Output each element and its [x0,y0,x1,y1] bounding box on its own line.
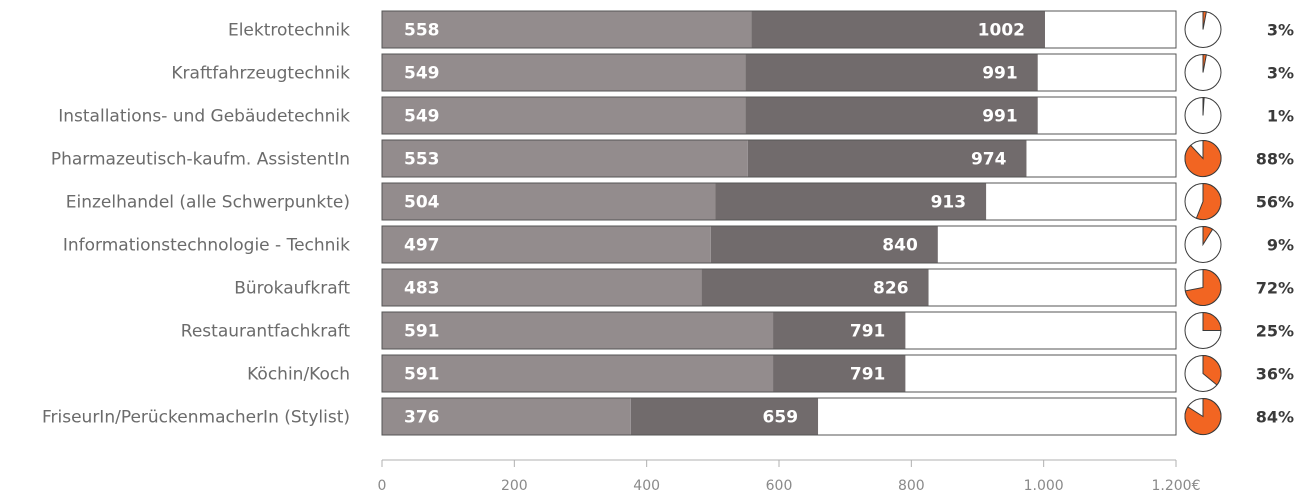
pie-percent-label: 9% [1267,236,1294,255]
value-label-1: 553 [404,150,440,170]
pie-slice [1202,96,1205,116]
value-label-2: 974 [971,150,1007,170]
bar-outline [381,311,1177,350]
pie-percent-label: 72% [1256,279,1294,298]
chart-row: Elektrotechnik 558 1002 3% [228,10,1294,49]
bar-segment-1 [382,312,774,349]
pie-slice [1184,397,1222,435]
value-label-2: 840 [882,236,918,256]
value-label-2: 991 [982,64,1018,84]
bar-segment-2 [773,312,906,349]
pie-percent-label: 36% [1256,365,1294,384]
bar-outline [381,139,1177,178]
bar-segment-1 [382,355,774,392]
x-tick-label: 0 [378,478,387,494]
bar-outline [381,10,1177,49]
bar-outline [381,268,1177,307]
bar-segment-2 [701,269,929,306]
bar-segment-1 [382,226,711,263]
category-label: Pharmazeutisch-kaufm. AssistentIn [51,150,350,170]
value-label-1: 591 [404,365,440,385]
pie-percent-label: 56% [1256,193,1294,212]
category-label: Einzelhandel (alle Schwerpunkte) [66,193,350,213]
pie-slice [1202,53,1207,73]
pie-slice [1184,139,1222,177]
value-label-1: 558 [404,21,440,41]
chart-row: Restaurantfachkraft 591 791 25% [181,311,1294,350]
category-label: Köchin/Koch [247,365,350,385]
pie-slice [1195,182,1222,220]
value-label-2: 913 [931,193,967,213]
chart-row: Kraftfahrzeugtechnik 549 991 3% [171,53,1294,92]
category-label: Informationstechnologie - Technik [63,236,350,256]
value-label-1: 549 [404,64,440,84]
value-label-2: 826 [873,279,909,299]
bar-segment-1 [382,97,746,134]
x-tick-label: 200 [501,478,528,494]
bar-segment-2 [751,11,1045,48]
bar-segment-2 [630,398,819,435]
bar-segment-2 [745,54,1038,91]
bar-segment-1 [382,183,716,220]
bar-segment-2 [747,140,1027,177]
bar-outline [381,397,1177,436]
pie-percent-label: 25% [1256,322,1294,341]
chart-row: Pharmazeutisch-kaufm. AssistentIn 553 974 8… [51,139,1294,178]
value-label-1: 549 [404,107,440,127]
category-label: Bürokaufkraft [234,279,350,299]
bar-segment-2 [773,355,906,392]
value-label-1: 483 [404,279,440,299]
category-label: Restaurantfachkraft [181,322,351,342]
chart-row: FriseurIn/PerückenmacherIn (Stylist) 376 6… [42,397,1294,436]
chart-row: Einzelhandel (alle Schwerpunkte) 504 913 56… [66,182,1294,221]
value-label-1: 591 [404,322,440,342]
value-label-2: 791 [850,322,886,342]
bar-outline [381,182,1177,221]
category-label: FriseurIn/PerückenmacherIn (Stylist) [42,408,350,428]
pie-percent-label: 88% [1256,150,1294,169]
pie-percent-label: 3% [1267,21,1294,40]
bar-outline [381,354,1177,393]
x-tick-label: 600 [766,478,793,494]
bar-segment-1 [382,140,748,177]
category-label: Elektrotechnik [228,21,350,41]
chart-row: Informationstechnologie - Technik 497 840 9… [63,225,1294,264]
bar-segment-1 [382,398,631,435]
x-tick-label: 1.000 [1024,478,1064,494]
category-label: Kraftfahrzeugtechnik [171,64,350,84]
x-axis: 0 200 400 600 800 1.000 1.200€ [378,459,1201,494]
bar-segment-2 [745,97,1038,134]
chart-row: Installations- und Gebäudetechnik 549 991 1… [58,96,1294,135]
value-label-1: 504 [404,193,440,213]
pie-percent-label: 1% [1267,107,1294,126]
pie-percent-label: 84% [1256,408,1294,427]
value-label-2: 659 [763,408,799,428]
bar-segment-2 [715,183,987,220]
value-label-2: 791 [850,365,886,385]
pie-slice [1184,268,1222,306]
bar-segment-2 [710,226,938,263]
pie-slice [1202,354,1222,386]
x-tick-label: 800 [898,478,925,494]
value-label-1: 376 [404,408,440,428]
pie-percent-label: 3% [1267,64,1294,83]
value-label-2: 991 [982,107,1018,127]
category-label: Installations- und Gebäudetechnik [58,107,350,127]
x-tick-label: 1.200€ [1152,478,1201,494]
chart-row: Bürokaufkraft 483 826 72% [234,268,1294,307]
value-label-1: 497 [404,236,440,256]
bar-segment-1 [382,54,746,91]
pie-slice [1202,225,1214,247]
bar-segment-1 [382,11,752,48]
pie-slice [1202,10,1207,30]
value-label-2: 1002 [978,21,1025,41]
bar-segment-1 [382,269,702,306]
bar-outline [381,53,1177,92]
bar-outline [381,96,1177,135]
pie-slice [1202,311,1222,331]
x-tick-label: 400 [633,478,660,494]
bar-outline [381,225,1177,264]
chart-row: Köchin/Koch 591 791 36% [247,354,1294,393]
